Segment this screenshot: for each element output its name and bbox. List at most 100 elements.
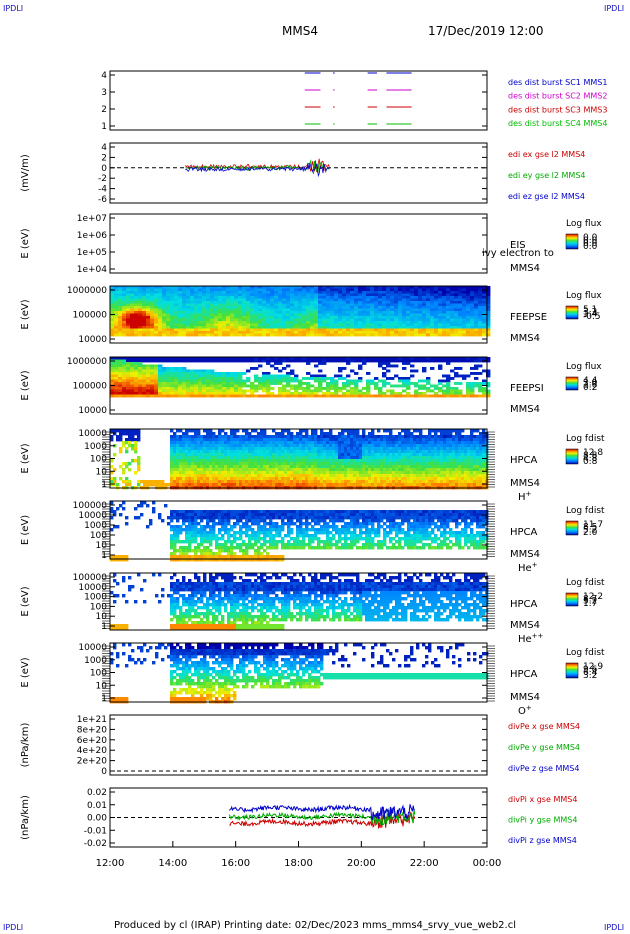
- feepse-spectrogram-cell: [374, 298, 379, 302]
- hpca-h-spectrogram-cell: [179, 459, 183, 463]
- hpca-h-spectrogram-cell: [362, 477, 366, 481]
- feepse-spectrogram-cell: [458, 328, 463, 332]
- hpca-h-spectrogram-cell: [173, 456, 177, 460]
- hpca-h-spectrogram-cell: [428, 429, 432, 433]
- hpca-h-spectrogram-cell: [299, 480, 303, 484]
- feepse-spectrogram-cell: [254, 293, 259, 297]
- hpca-h-spectrogram-cell: [401, 444, 405, 448]
- feepse-spectrogram-cell: [346, 328, 351, 332]
- feepse-spectrogram-cell: [118, 293, 123, 297]
- hpca-h-spectrogram-cell: [299, 447, 303, 451]
- feepse-spectrogram-cell: [310, 326, 315, 329]
- hpca-h-spectrogram-cell: [398, 432, 402, 436]
- hpca-h-spectrogram-cell: [332, 483, 336, 487]
- feepsi-spectrogram-cell: [134, 374, 139, 378]
- feepsi-spectrogram-cell: [150, 369, 155, 373]
- hpca-h-spectrogram-cell: [239, 441, 243, 445]
- feepsi-spectrogram-cell: [258, 364, 263, 368]
- hpca-h-spectrogram-cell: [197, 429, 201, 433]
- feepsi-spectrogram-cell: [350, 387, 355, 390]
- feepsi-spectrogram-cell: [134, 394, 139, 398]
- hpca-h-spectrogram-cell: [443, 459, 447, 463]
- feepsi-spectrogram-cell: [154, 392, 159, 395]
- hpca-h-spectrogram-cell: [437, 450, 441, 454]
- feepse-spectrogram-cell: [354, 318, 359, 322]
- feepse-spectrogram-cell: [462, 326, 467, 329]
- hpca-h-spectrogram-cell: [419, 429, 423, 433]
- hpca-h-spectrogram-cell: [422, 453, 426, 457]
- feepsi-spectrogram-cell: [158, 392, 163, 395]
- feepse-spectrogram-cell: [182, 303, 187, 307]
- feepse-spectrogram-cell: [398, 318, 403, 322]
- feepse-spectrogram-cell: [262, 301, 267, 304]
- feepse-spectrogram-cell: [286, 328, 291, 332]
- feepse-spectrogram-cell: [262, 328, 267, 332]
- feepsi-spectrogram-cell: [162, 394, 167, 398]
- feepsi-spectrogram-cell: [258, 382, 263, 385]
- feepse-spectrogram-cell: [398, 308, 403, 312]
- feepse-spectrogram-cell: [214, 326, 219, 329]
- hpca-h-spectrogram-cell: [341, 459, 345, 463]
- feepse-spectrogram-cell: [138, 313, 143, 317]
- feepsi-spectrogram-cell: [234, 392, 239, 395]
- hpca-h-spectrogram-cell: [458, 438, 462, 442]
- hpca-h-spectrogram-cell: [245, 477, 249, 481]
- feepse-spectrogram-cell: [374, 316, 379, 319]
- feepse-spectrogram-cell: [482, 318, 487, 322]
- hpca-h-spectrogram-cell: [137, 435, 141, 439]
- feepse-spectrogram-cell: [434, 321, 439, 324]
- feepsi-spectrogram-cell: [194, 394, 199, 398]
- feepsi-spectrogram-cell: [458, 357, 463, 360]
- feepse-spectrogram-cell: [422, 326, 427, 329]
- hpca-h-spectrogram-cell: [341, 429, 345, 433]
- feepsi-spectrogram-cell: [282, 359, 287, 363]
- hpca-h-spectrogram-cell: [206, 462, 210, 466]
- hpca-h-spectrogram-cell: [317, 447, 321, 451]
- hpca-h-spectrogram-cell: [308, 468, 312, 472]
- feepsi-spectrogram-cell: [194, 357, 199, 360]
- feepse-spectrogram-cell: [266, 311, 271, 314]
- feepse-spectrogram-cell: [162, 321, 167, 324]
- feepse-spectrogram-cell: [278, 331, 283, 334]
- feepse-spectrogram-cell: [450, 298, 455, 302]
- feepsi-spectrogram-cell: [330, 394, 335, 398]
- feepse-spectrogram-cell: [410, 323, 415, 327]
- feepse-spectrogram-cell: [406, 311, 411, 314]
- hpca-h-spectrogram-cell: [320, 450, 324, 454]
- hpca-h-spectrogram-cell: [206, 459, 210, 463]
- hpca-h-spectrogram-cell: [443, 456, 447, 460]
- hpca-h-spectrogram-cell: [425, 459, 429, 463]
- hpca-h-spectrogram-cell: [203, 462, 207, 466]
- feepse-spectrogram-cell: [446, 318, 451, 322]
- feepsi-spectrogram-cell: [294, 379, 299, 383]
- hpca-h-spectrogram-cell: [191, 459, 195, 463]
- feepsi-spectrogram-cell: [198, 389, 203, 393]
- hpca-h-spectrogram-cell: [266, 435, 270, 439]
- hpca-h-spectrogram-cell: [170, 444, 174, 448]
- hpca-h-spectrogram-cell: [278, 459, 282, 463]
- hpca-h-spectrogram-cell: [125, 465, 129, 469]
- hpca-h-spectrogram-cell: [434, 480, 438, 484]
- feepse-spectrogram-cell: [462, 318, 467, 322]
- feepse-spectrogram-cell: [382, 333, 387, 337]
- hpca-h-spectrogram-cell: [389, 483, 393, 487]
- hpca-h-spectrogram-cell: [173, 441, 177, 445]
- hpca-h-spectrogram-cell: [350, 441, 354, 445]
- feepsi-spectrogram-cell: [286, 377, 291, 380]
- feepsi-spectrogram-cell: [406, 357, 411, 360]
- hpca-h-spectrogram-cell: [419, 474, 423, 478]
- hpca-h-spectrogram-cell: [245, 441, 249, 445]
- feepsi-spectrogram-cell: [174, 392, 179, 395]
- feepse-spectrogram-cell: [294, 313, 299, 317]
- feepse-spectrogram-cell: [302, 316, 307, 319]
- feepsi-spectrogram-cell: [242, 359, 247, 363]
- hpca-h-spectrogram-cell: [461, 483, 465, 487]
- hpca-h-spectrogram-cell: [440, 444, 444, 448]
- hpca-h-spectrogram-cell: [215, 444, 219, 448]
- hpca-h-spectrogram-cell: [323, 465, 327, 469]
- hpca-h-spectrogram-cell: [290, 441, 294, 445]
- feepse-spectrogram-cell: [310, 308, 315, 312]
- hpca-h-spectrogram-cell: [176, 456, 180, 460]
- hpca-h-spectrogram-cell: [197, 432, 201, 436]
- feepse-spectrogram-cell: [278, 286, 283, 289]
